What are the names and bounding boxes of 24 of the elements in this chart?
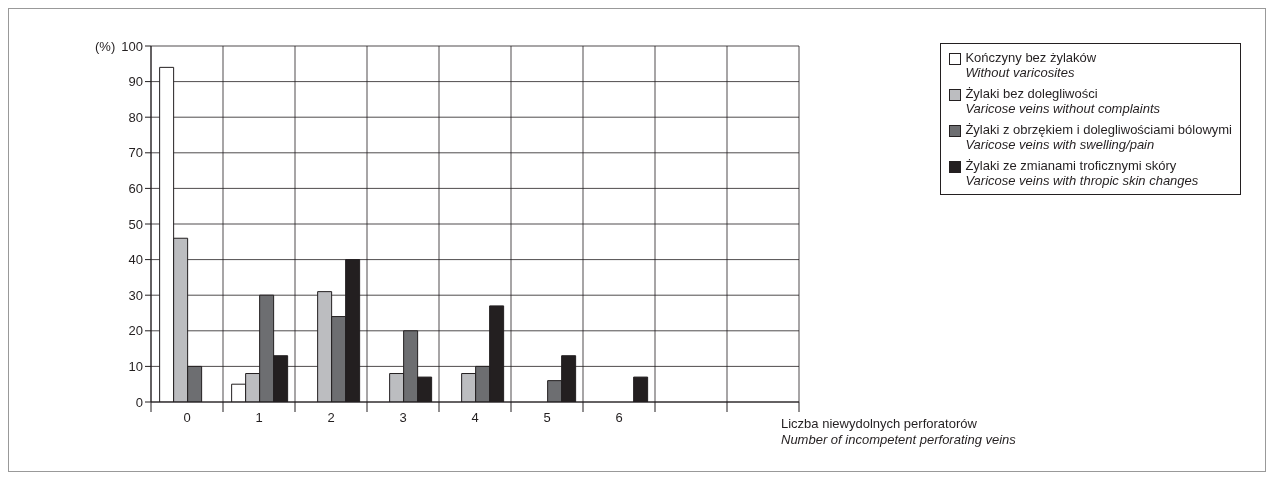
legend-label: Żylaki bez dolegliwości Varicose veins without complaints: [965, 86, 1161, 116]
y-tick-label: 60: [128, 181, 143, 197]
legend-label: Żylaki ze zmianami troficznymi skóry Varicose veins with thropic skin changes: [965, 158, 1199, 188]
x-tick-label: 4: [471, 410, 479, 425]
x-tick-label: 1: [255, 410, 263, 425]
legend-label: Żylaki z obrzękiem i dolegliwościami bólowymi Varicose veins with swelling/pain: [965, 122, 1232, 152]
x-tick-label: 0: [183, 410, 191, 425]
y-tick-label: 100: [121, 38, 143, 54]
y-tick-label: 70: [128, 145, 143, 161]
y-tick-label: 30: [128, 287, 143, 303]
x-axis-title: Liczba niewydolnych perforatorów Number of incompetent perforating veins: [781, 416, 1017, 447]
x-tick-label: 3: [399, 410, 407, 425]
legend-label: Kończyny bez żylaków Without varicosites: [965, 50, 1097, 80]
y-tick-label: 50: [128, 216, 143, 232]
x-tick-label: 6: [615, 410, 623, 425]
y-tick-label: 10: [128, 359, 143, 375]
x-tick-label: 2: [327, 410, 335, 425]
y-tick-label: 40: [128, 252, 143, 268]
y-tick-label: 0: [135, 394, 143, 410]
x-tick-label: 5: [543, 410, 551, 425]
y-tick-label: 90: [128, 74, 143, 90]
y-axis-title: (%): [95, 39, 116, 54]
y-tick-label: 20: [128, 323, 143, 339]
y-tick-label: 80: [128, 109, 143, 125]
